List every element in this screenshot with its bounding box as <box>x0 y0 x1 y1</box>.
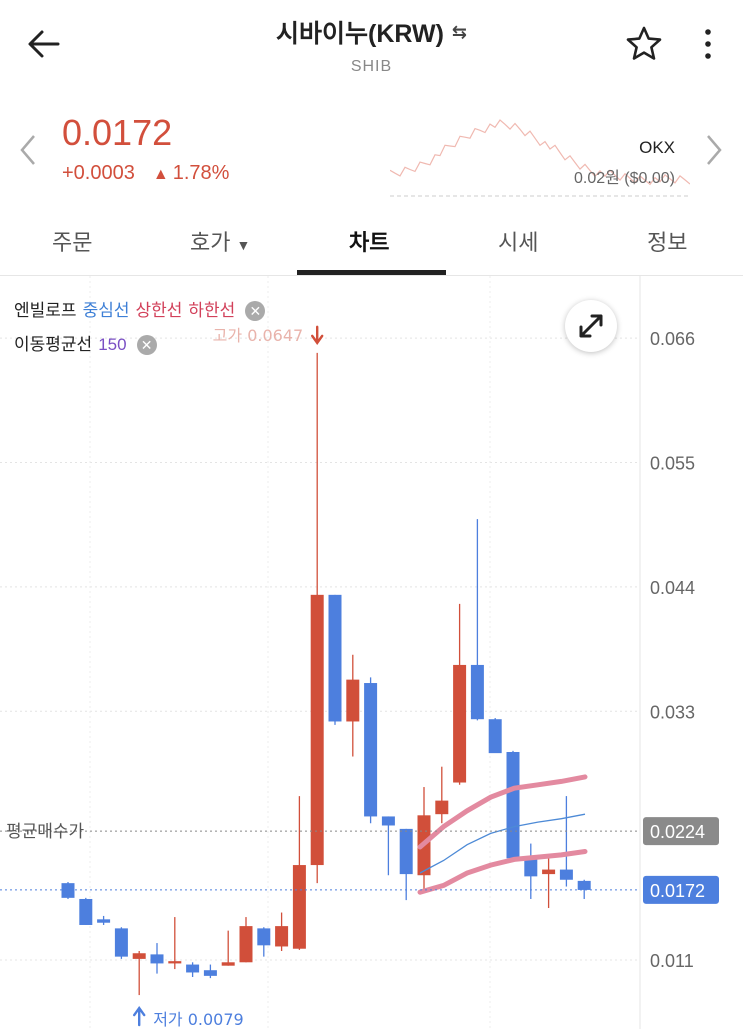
avg-buy-price-tag <box>643 817 719 846</box>
candle-body[interactable] <box>559 869 573 880</box>
candle-body[interactable] <box>346 679 360 722</box>
candle-body[interactable] <box>61 883 75 898</box>
arrow-down-icon <box>311 325 324 345</box>
back-arrow-icon[interactable] <box>22 22 66 66</box>
tab-chart[interactable]: 차트 <box>349 225 389 257</box>
tab-orderbook-label: 호가 <box>190 230 231 255</box>
remove-envelope-icon[interactable]: ✕ <box>245 301 266 321</box>
tab-bar: 주문 호가 ▼ 차트 시세 정보 <box>0 205 743 276</box>
exchange-name: OKX <box>639 138 675 157</box>
caret-down-icon: ▼ <box>236 237 251 253</box>
envelope-middle-line <box>419 813 586 874</box>
candle-body[interactable] <box>488 719 502 754</box>
y-tick-label: 0.033 <box>650 702 695 722</box>
tab-info-label: 정보 <box>647 230 688 255</box>
sparkline <box>390 119 690 197</box>
header: 시바이누(KRW) ⇆ SHIB <box>0 0 743 90</box>
candle-body[interactable] <box>203 970 217 976</box>
coin-title[interactable]: 시바이누(KRW) ⇆ <box>276 14 467 50</box>
avg-buy-price-text: 0.0224 <box>650 822 705 842</box>
candle-body[interactable] <box>470 664 484 720</box>
arrow-up-icon <box>133 1006 146 1027</box>
chevron-right-icon[interactable] <box>702 130 728 170</box>
current-price-text: 0.0172 <box>650 881 705 901</box>
fullscreen-button[interactable] <box>565 300 617 352</box>
low-marker-label: 저가 0.0079 <box>153 1010 244 1029</box>
tab-chart-label: 차트 <box>349 230 390 255</box>
candle-body[interactable] <box>79 898 93 925</box>
remove-ma-icon[interactable]: ✕ <box>136 335 157 355</box>
candle-body[interactable] <box>292 865 306 949</box>
more-vertical-icon[interactable] <box>696 24 720 64</box>
tab-order[interactable]: 주문 <box>52 225 92 257</box>
tab-orderbook[interactable]: 호가 ▼ <box>190 225 250 257</box>
candle-body[interactable] <box>435 800 449 815</box>
tab-market[interactable]: 시세 <box>498 225 538 257</box>
candle-body[interactable] <box>577 880 591 890</box>
y-tick-label: 0.044 <box>650 578 695 598</box>
coin-symbol: SHIB <box>350 58 393 75</box>
expand-icon <box>579 314 603 338</box>
coin-name: 시바이누(KRW) <box>276 20 444 48</box>
candle-body[interactable] <box>310 594 324 866</box>
tab-order-label: 주문 <box>52 230 93 255</box>
candlestick-chart[interactable]: 0.066 0.055 0.044 0.033 0.011 평균매수가 0.0224 0.01… <box>0 276 743 1029</box>
star-icon[interactable] <box>624 24 664 64</box>
high-marker-label: 고가 0.0647 <box>213 326 304 345</box>
exchange-ref-price: 0.02원 ($0.00) <box>573 170 675 187</box>
y-tick-label: 0.055 <box>650 454 695 474</box>
candle-body[interactable] <box>542 869 556 875</box>
legend-envelope: 엔빌로프 중심선 상한선 하한선 ✕ <box>14 294 266 328</box>
y-tick-label: 0.011 <box>650 951 694 971</box>
candle-body[interactable] <box>257 928 271 946</box>
legend-upper-label: 상한선 <box>135 301 183 320</box>
sparkline-path <box>390 119 690 186</box>
avg-buy-label: 평균매수가 <box>6 822 85 842</box>
candle-body[interactable] <box>328 594 342 722</box>
tab-info[interactable]: 정보 <box>647 225 687 257</box>
candle-body[interactable] <box>168 961 182 964</box>
chevron-left-icon[interactable] <box>14 130 40 170</box>
candle-body[interactable] <box>364 683 378 817</box>
chart-legend: 엔빌로프 중심선 상한선 하한선 ✕ 이동평균선 150 ✕ <box>14 294 266 362</box>
candle-body[interactable] <box>132 953 146 959</box>
price-summary: 0.0172 +0.0003 ▲ 1.78% OKX 0.02원 ($0.00) <box>0 100 743 200</box>
candle-body[interactable] <box>221 962 235 966</box>
candle-body[interactable] <box>453 664 467 783</box>
tab-market-label: 시세 <box>498 230 539 255</box>
candle-body[interactable] <box>524 859 538 877</box>
candle-body[interactable] <box>506 751 520 859</box>
candle-body[interactable] <box>150 954 164 964</box>
active-tab-indicator <box>297 270 446 275</box>
legend-envelope-label: 엔빌로프 <box>14 301 77 320</box>
legend-lower-label: 하한선 <box>188 301 236 320</box>
candle-body[interactable] <box>114 928 128 957</box>
candle-body[interactable] <box>239 926 253 963</box>
swap-icon[interactable]: ⇆ <box>451 21 467 42</box>
legend-ma-label: 이동평균선 <box>14 335 93 354</box>
change-percent: 1.78% <box>172 162 230 184</box>
change-amount: +0.0003 <box>62 162 135 184</box>
envelope-lower-line <box>417 849 588 895</box>
candle-body[interactable] <box>399 828 413 875</box>
current-price: 0.0172 <box>62 112 173 153</box>
legend-ma-period: 150 <box>98 335 127 354</box>
candle-body[interactable] <box>186 964 200 973</box>
candle-body[interactable] <box>275 926 289 947</box>
legend-middle-label: 중심선 <box>82 301 130 320</box>
candle-body[interactable] <box>381 816 395 826</box>
legend-ma: 이동평균선 150 ✕ <box>14 328 265 362</box>
triangle-up-icon: ▲ <box>152 166 169 183</box>
price-change: +0.0003 ▲ 1.78% <box>62 162 229 185</box>
y-tick-label: 0.066 <box>650 329 695 349</box>
current-price-tag <box>643 875 719 904</box>
envelope-upper-line <box>417 774 588 850</box>
candle-body[interactable] <box>97 919 111 923</box>
